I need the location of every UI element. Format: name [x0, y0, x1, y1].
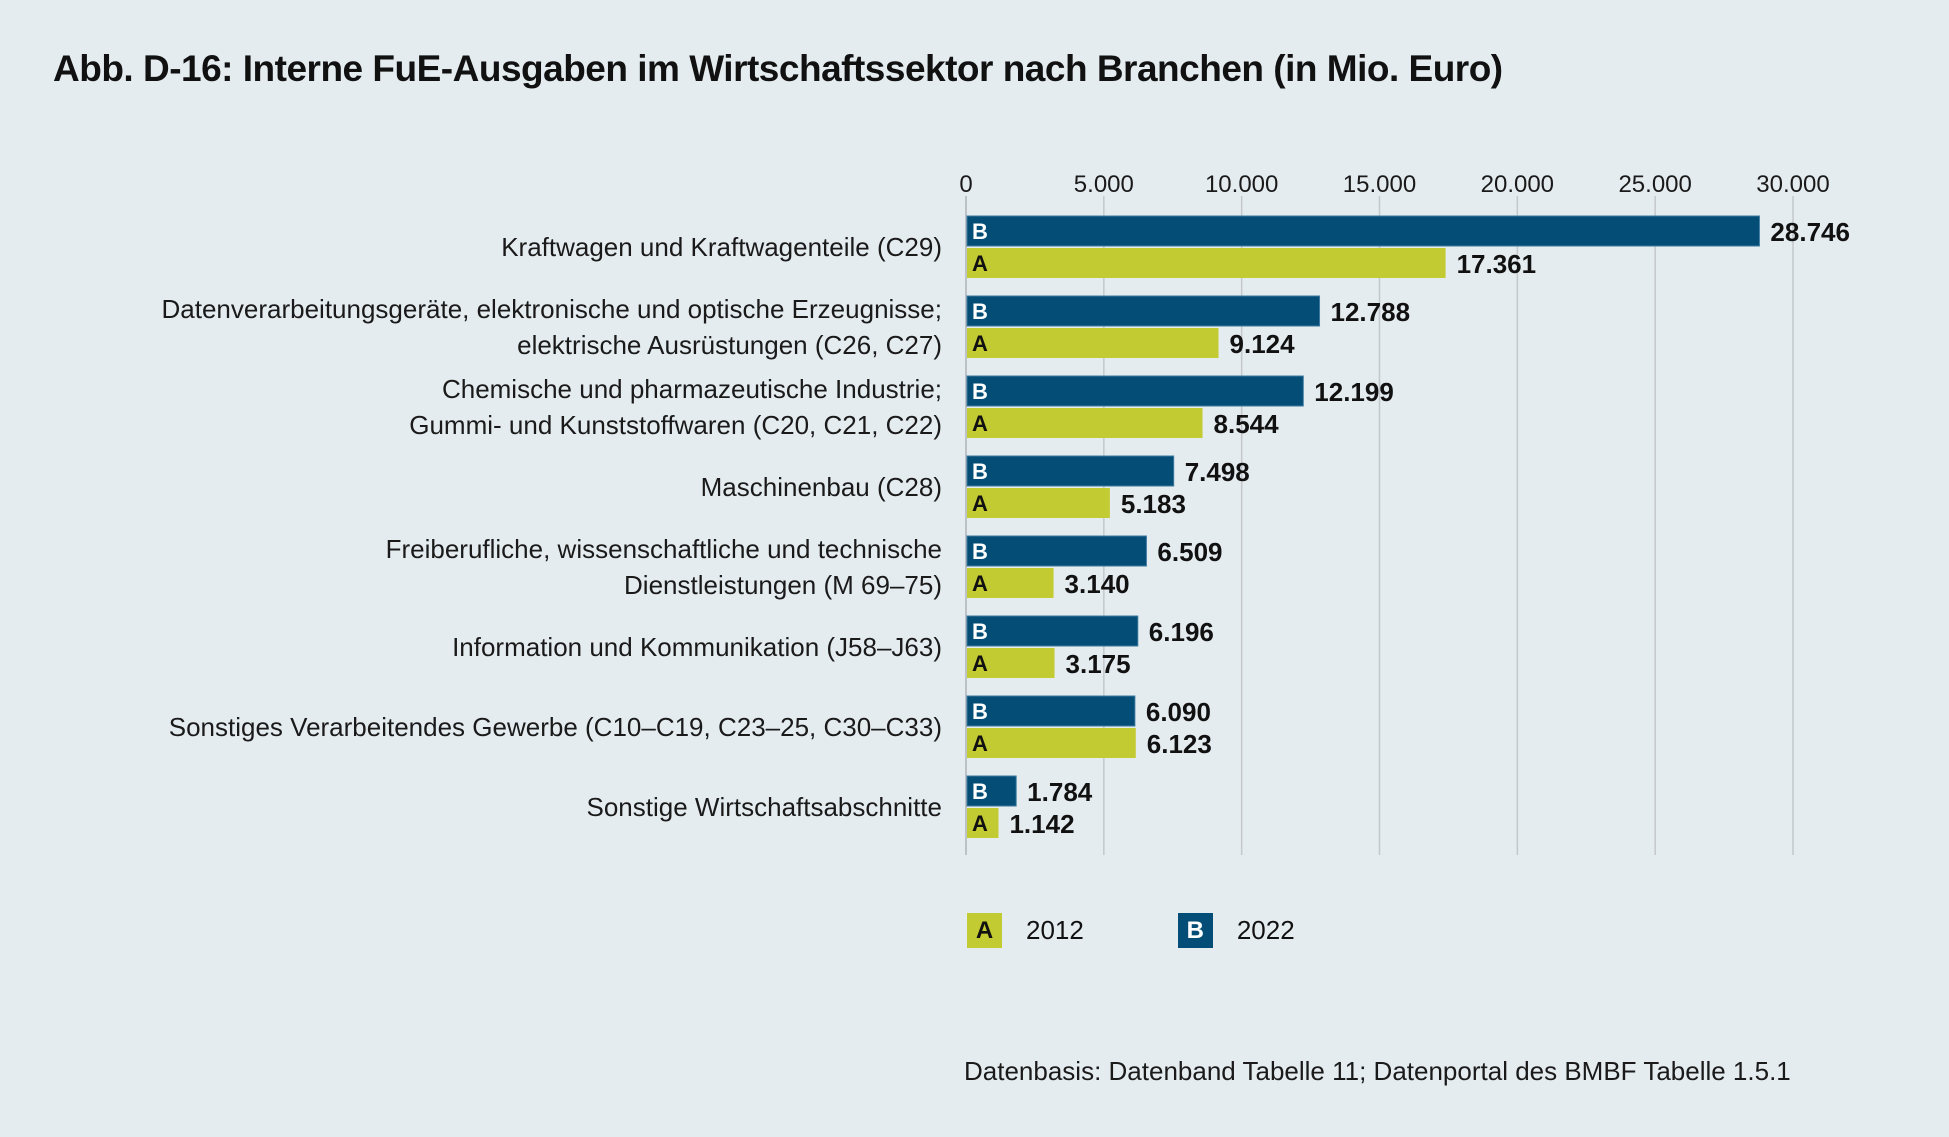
value-label: 6.509 [1157, 537, 1222, 567]
x-tick-label: 10.000 [1205, 171, 1278, 198]
bar-series-letter: B [972, 619, 988, 644]
bar-2022 [966, 455, 1175, 487]
bar-2012 [967, 488, 1110, 518]
bar-2012 [967, 568, 1054, 598]
bar-series-letter: B [972, 699, 988, 724]
legend: A 2012 B 2022 [967, 913, 1389, 948]
chart-title: Abb. D-16: Interne FuE-Ausgaben im Wirts… [53, 48, 1503, 89]
legend-item-2012: A 2012 [967, 913, 1084, 948]
bar-series-letter: B [972, 379, 988, 404]
x-tick-label: 15.000 [1343, 171, 1416, 198]
bar-2022 [966, 215, 1760, 247]
legend-label-2022: 2022 [1236, 915, 1295, 945]
bar-2012 [967, 648, 1055, 678]
category-label: Sonstiges Verarbeitendes Gewerbe (C10–C1… [169, 712, 942, 742]
value-label: 12.788 [1331, 297, 1411, 327]
legend-item-2022: B 2022 [1177, 913, 1295, 948]
value-label: 1.142 [1009, 809, 1074, 839]
category-label: Datenverarbeitungsgeräte, elektronische … [162, 294, 942, 324]
value-label: 6.196 [1149, 617, 1214, 647]
x-tick-label: 5.000 [1074, 171, 1134, 198]
category-label: Dienstleistungen (M 69–75) [624, 570, 942, 600]
bar-series-letter: B [972, 299, 988, 324]
bar-series-letter: A [972, 411, 988, 436]
category-label: Sonstige Wirtschaftsabschnitte [587, 792, 943, 822]
category-label: elektrische Ausrüstungen (C26, C27) [517, 330, 942, 360]
value-label: 3.140 [1065, 569, 1130, 599]
category-label: Kraftwagen und Kraftwagenteile (C29) [501, 232, 942, 262]
bar-2022 [966, 615, 1139, 647]
bar-2012 [967, 248, 1446, 278]
bar-series-letter: B [972, 779, 988, 804]
bar-2012 [967, 808, 999, 838]
bar-2022 [966, 535, 1147, 567]
value-label: 3.175 [1066, 649, 1131, 679]
bar-series-letter: A [972, 331, 988, 356]
bar-series-letter: A [972, 571, 988, 596]
x-tick-label: 30.000 [1756, 171, 1829, 198]
category-label: Information und Kommunikation (J58–J63) [452, 632, 942, 662]
value-label: 17.361 [1457, 249, 1537, 279]
category-label: Freiberufliche, wissenschaftliche und te… [386, 534, 942, 564]
bar-series-letter: A [972, 251, 988, 276]
category-label: Maschinenbau (C28) [701, 472, 942, 502]
category-label: Chemische und pharmazeutische Industrie; [442, 374, 942, 404]
bar-2022 [966, 295, 1321, 327]
bar-2022 [966, 375, 1304, 407]
bar-2012 [967, 328, 1219, 358]
x-tick-label: 20.000 [1481, 171, 1554, 198]
bar-series-letter: A [972, 651, 988, 676]
value-label: 8.544 [1214, 409, 1280, 439]
bar-series-letter: B [972, 459, 988, 484]
bar-2012 [967, 728, 1136, 758]
value-label: 6.123 [1147, 729, 1212, 759]
legend-label-2012: 2012 [1026, 915, 1084, 945]
value-label: 7.498 [1185, 457, 1250, 487]
legend-swatch-2022: B [1177, 913, 1213, 948]
bar-series-letter: B [972, 539, 988, 564]
bar-series-letter: A [972, 491, 988, 516]
value-label: 12.199 [1314, 377, 1394, 407]
x-tick-label: 25.000 [1618, 171, 1691, 198]
bar-chart: 0 5.000 10.000 15.000 20.000 25.000 30.000 Kraf… [162, 171, 1850, 855]
value-label: 5.183 [1121, 489, 1186, 519]
bar-series-letter: A [972, 811, 988, 836]
value-label: 28.746 [1770, 217, 1850, 247]
bar-series-letter: A [972, 731, 988, 756]
value-label: 9.124 [1230, 329, 1296, 359]
x-tick-label: 0 [959, 171, 972, 198]
bar-2022 [966, 695, 1136, 727]
value-label: 6.090 [1146, 697, 1211, 727]
bar-2022 [966, 775, 1017, 807]
bar-series-letter: B [972, 219, 988, 244]
source-note: Datenbasis: Datenband Tabelle 11; Datenp… [964, 1056, 1791, 1086]
value-label: 1.784 [1027, 777, 1093, 807]
legend-swatch-2012: A [967, 913, 1002, 948]
category-label: Gummi- und Kunststoffwaren (C20, C21, C2… [409, 410, 942, 440]
bar-2012 [967, 408, 1203, 438]
